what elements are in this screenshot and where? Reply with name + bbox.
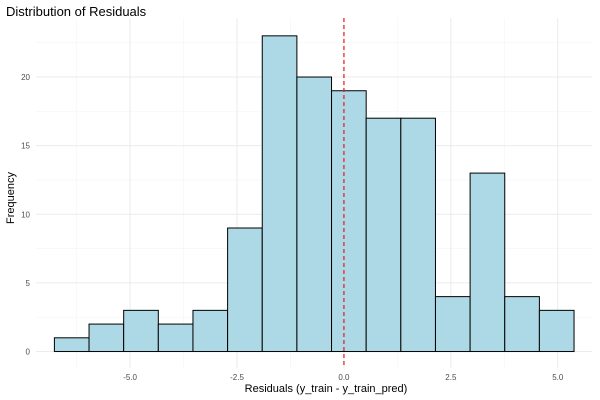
histogram-bar [469, 172, 506, 353]
chart-title: Distribution of Residuals [6, 4, 147, 19]
histogram-bar [88, 323, 125, 353]
histogram-bar [123, 309, 159, 353]
histogram-bar [434, 296, 471, 353]
histogram-bar [227, 227, 263, 353]
y-tick-label: 10 [21, 210, 30, 219]
histogram-bar [53, 337, 90, 353]
histogram-bar [331, 90, 367, 353]
x-tick-label: 2.5 [445, 373, 457, 382]
histogram-bar [261, 35, 298, 353]
histogram-bar [296, 76, 333, 353]
histogram-bar [504, 296, 540, 353]
x-axis-label: Residuals (y_train - y_train_pred) [245, 383, 408, 395]
y-axis-label: Frequency [5, 172, 17, 224]
x-tick-label: -5.0 [123, 373, 137, 382]
x-tick-label: 5.0 [552, 373, 564, 382]
y-tick-label: 15 [21, 142, 30, 151]
y-tick-label: 0 [26, 348, 31, 357]
histogram-bar [192, 309, 229, 353]
x-axis-ticks: -5.0 -2.5 0.0 2.5 5.0 [123, 373, 564, 382]
histogram-bar [365, 117, 402, 353]
histogram-bar [157, 323, 194, 353]
histogram-bars [53, 35, 575, 353]
y-tick-label: 20 [21, 73, 30, 82]
x-tick-label: 0.0 [338, 373, 350, 382]
y-axis-ticks: 0 5 10 15 20 [21, 73, 30, 357]
histogram-bar [538, 309, 575, 353]
x-tick-label: -2.5 [230, 373, 244, 382]
y-tick-label: 5 [26, 279, 31, 288]
histogram-bar [400, 117, 436, 353]
